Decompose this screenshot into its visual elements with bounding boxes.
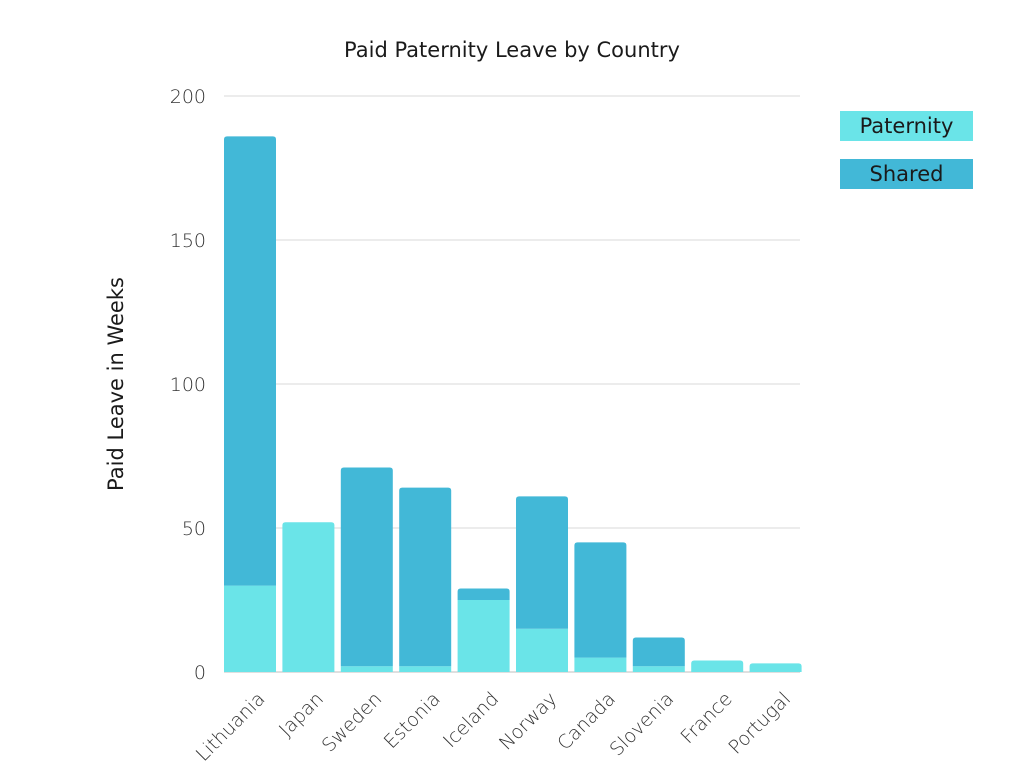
y-tick-label: 150 [170,230,206,252]
x-tick-label: Sweden [318,688,387,757]
bar-paternity-norway [516,628,568,672]
bar-paternity-estonia [399,666,452,672]
bar-shared-canada [574,542,627,658]
bar-paternity-france [691,660,744,672]
bar-shared-lithuania [224,136,276,586]
x-tick-label: Slovenia [606,688,679,761]
bar-paternity-slovenia [632,666,685,672]
bar-paternity-iceland [457,600,510,672]
bar-shared-slovenia [632,637,685,667]
bar-shared-norway [516,496,568,629]
x-tick-label: Lithuania [192,688,270,766]
x-tick-label: Norway [495,688,562,755]
y-tick-label: 100 [170,374,206,396]
x-axis-ticks: Lithuania JapanSwedenEstoniaIcelandNorway… [192,688,795,766]
bars [224,136,802,672]
bar-shared-iceland [457,588,510,600]
y-tick-label: 50 [182,518,206,540]
y-tick-label: 0 [194,662,206,684]
bar-shared-sweden [340,467,393,667]
y-axis-ticks: 0 50 100 150 200 [170,86,206,684]
bar-paternity-japan [282,522,335,672]
bar-paternity-portugal [749,663,802,672]
legend-item-shared: Shared [840,159,973,189]
x-tick-label: Portugal [724,688,795,759]
bar-paternity-lithuania [224,585,276,672]
bar-paternity-sweden [340,666,393,672]
x-tick-label: Japan [275,688,328,741]
x-tick-label: Iceland [439,688,503,752]
legend-label-paternity: Paternity [859,114,954,138]
bar-paternity-canada [574,657,627,672]
bar-shared-estonia [399,487,452,667]
y-tick-label: 200 [170,86,206,108]
y-axis-label: Paid Leave in Weeks [104,277,128,491]
chart-title: Paid Paternity Leave by Country [344,38,680,62]
x-tick-label: Estonia [380,688,445,753]
legend-label-shared: Shared [869,162,944,186]
legend-item-paternity: Paternity [840,111,973,141]
